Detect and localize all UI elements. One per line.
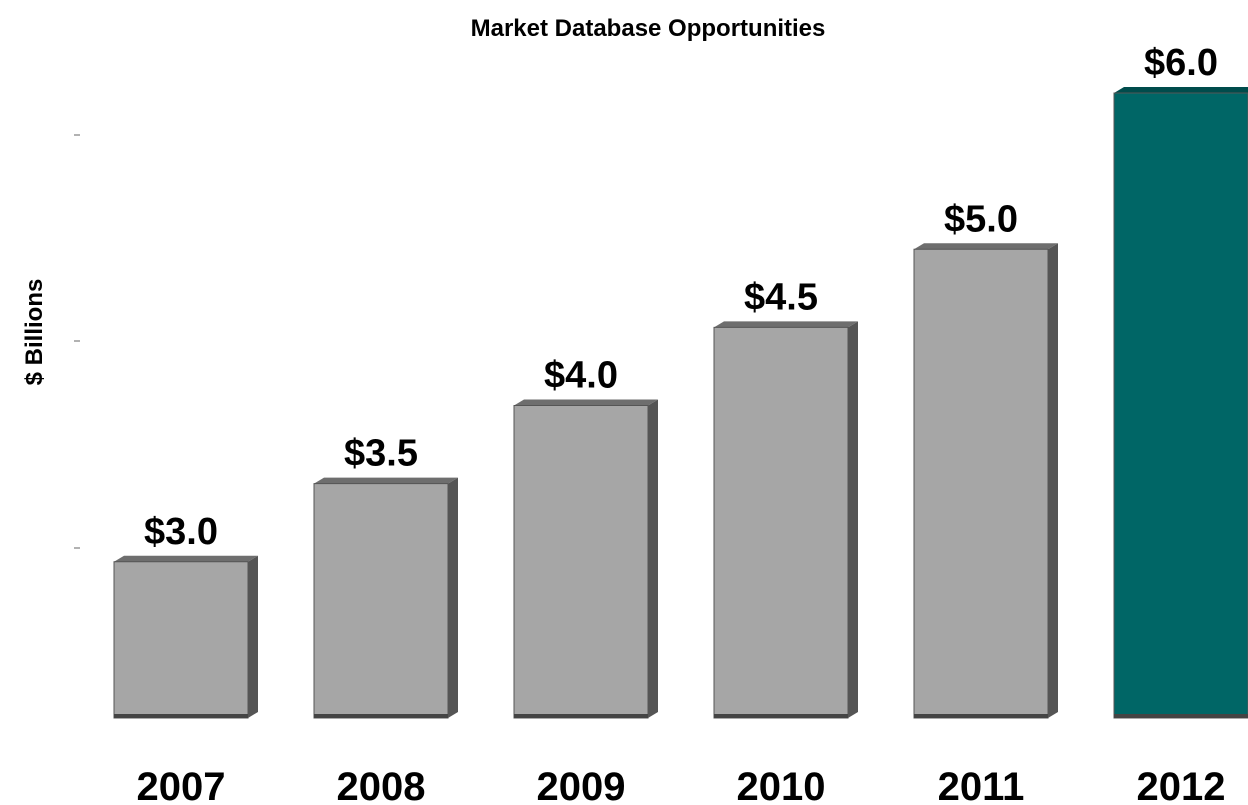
bar-base [114, 714, 248, 718]
bar-base [714, 714, 848, 718]
bar-top [914, 243, 1058, 250]
bar [1113, 92, 1248, 719]
value-label: $5.0 [944, 198, 1018, 240]
bar [913, 248, 1049, 719]
bar-base [514, 714, 648, 718]
x-tick-label: 2010 [737, 765, 826, 805]
bar-side [648, 399, 658, 718]
bar-base [914, 714, 1048, 718]
bar-top [514, 399, 658, 406]
bar-side [848, 321, 858, 718]
bar-top [314, 477, 458, 484]
bar-base [1114, 714, 1248, 718]
x-tick-label: 2008 [337, 765, 426, 805]
bar-top [114, 555, 258, 562]
value-label: $3.0 [144, 511, 218, 553]
bar-top [1114, 87, 1248, 93]
bar [313, 483, 449, 719]
bar-side [448, 477, 458, 718]
value-label: $4.5 [744, 276, 818, 318]
bar-base [314, 714, 448, 718]
x-tick-label: 2007 [137, 765, 226, 805]
bar [713, 326, 849, 719]
value-label: $3.5 [344, 433, 418, 475]
bar-top [714, 321, 858, 328]
x-tick-label: 2012 [1137, 765, 1226, 805]
bar-side [248, 555, 258, 718]
x-tick-label: 2009 [537, 765, 626, 805]
bar [113, 561, 249, 719]
x-tick-label: 2011 [938, 765, 1025, 805]
value-label: $4.0 [544, 355, 618, 397]
bar-side [1048, 243, 1058, 718]
value-label: $6.0 [1144, 42, 1218, 84]
chart-title: Market Database Opportunities [471, 15, 826, 42]
y-axis-label: $ Billions [21, 279, 48, 386]
bar [513, 405, 649, 719]
